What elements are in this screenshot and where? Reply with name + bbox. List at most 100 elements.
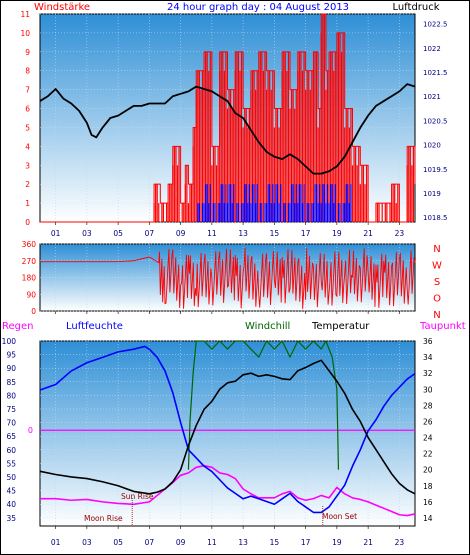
- panel-3-right-tick-label: 34: [423, 353, 433, 362]
- panel-1-right-tick-label: 1019.5: [423, 166, 448, 174]
- panel-3-x-tick-label: 23: [395, 538, 405, 547]
- panel-3-left-tick-label: 95: [6, 351, 16, 360]
- windchill-line: [187, 340, 340, 470]
- panel-1-left-tick-label: 4: [25, 142, 30, 151]
- dewpoint-line: [40, 464, 416, 517]
- panel-3-right-tick-label: 28: [423, 401, 433, 410]
- panel-3-humidity-label: Luftfeuchte: [66, 321, 123, 332]
- panel-1-x-tick-label: 17: [301, 229, 311, 238]
- panel-3-left-tick-label: 50: [6, 473, 16, 482]
- wind-direction-line: [40, 247, 416, 309]
- panel-3-right-tick-label: 20: [423, 466, 433, 475]
- panel-3-x-tick-label: 15: [270, 538, 280, 547]
- panel-3-left-tick-label: 45: [6, 487, 16, 496]
- compass-label-n: N: [433, 310, 440, 321]
- panel-1-left-label: Windstärke: [34, 2, 90, 13]
- panel-3-left-tick-label: 70: [6, 419, 16, 428]
- panel-3-x-tick-label: 11: [207, 538, 217, 547]
- panel-1-x-tick-label: 21: [363, 229, 373, 238]
- panel-2-left-tick-label: 360: [22, 240, 37, 249]
- panel-3-left-tick-label: 85: [6, 378, 16, 387]
- temperature-line: [39, 359, 416, 495]
- compass-label-o: O: [433, 294, 441, 305]
- panel-3-left-tick-label: 80: [6, 391, 16, 400]
- panel-3-x-tick-label: 19: [332, 538, 342, 547]
- humidity-line: [39, 345, 416, 514]
- panel-3-left-tick-label: 100: [2, 337, 17, 346]
- panel-3-rain-label: Regen: [2, 321, 34, 332]
- panel-1-x-tick-label: 05: [113, 229, 123, 238]
- panel-1-left-tick-label: 7: [25, 86, 30, 95]
- panel-1-left-tick-label: 0: [25, 218, 30, 227]
- panel-3-right-tick-label: 32: [423, 369, 433, 378]
- panel-1-right-tick-label: 1021.5: [423, 69, 448, 77]
- compass-label-w: W: [432, 261, 442, 272]
- panel-2-left-tick-label: 0: [31, 307, 36, 316]
- panel-3-left-tick-label: 65: [6, 432, 16, 441]
- panel-2-left-tick-label: 90: [26, 290, 36, 299]
- panel-1-x-tick-label: 11: [207, 229, 217, 238]
- panel-1-x-tick-label: 23: [395, 229, 405, 238]
- panel-3-left-tick-label: 55: [6, 459, 16, 468]
- panel-1-right-tick-label: 1021: [423, 93, 441, 101]
- panel-3-right-tick-label: 36: [423, 337, 433, 346]
- panel-3-windchill-label: Windchill: [245, 321, 290, 332]
- panel-1-left-tick-label: 5: [25, 123, 30, 132]
- sun-rise-label: Sun Rise: [121, 492, 154, 501]
- moon-rise-label: Moon Rise: [84, 514, 123, 523]
- panel-1-right-tick-label: 1018.5: [423, 214, 448, 222]
- panel-3-left-tick-label: 75: [6, 405, 16, 414]
- panel-1-x-tick-label: 01: [51, 229, 61, 238]
- rain-zero-label: 0: [28, 426, 33, 435]
- panel-3-x-tick-label: 17: [301, 538, 311, 547]
- panel-3-x-tick-label: 05: [113, 538, 123, 547]
- panel-1-right-label: Luftdruck: [392, 2, 439, 13]
- panel-3-right-tick-label: 16: [423, 498, 433, 507]
- panel-3-x-tick-label: 01: [51, 538, 61, 547]
- panel-3-x-tick-label: 07: [145, 538, 155, 547]
- panel-1-left-tick-label: 2: [25, 180, 30, 189]
- panel-3-x-tick-label: 03: [82, 538, 92, 547]
- panel-1-left-tick-label: 6: [25, 105, 30, 114]
- panel-3-right-tick-label: 24: [423, 434, 433, 443]
- panel-1-right-tick-label: 1022: [423, 45, 441, 53]
- panel-1-left-tick-label: 3: [25, 161, 30, 170]
- panel-3-right-tick-label: 26: [423, 417, 433, 426]
- chart-title: 24 hour graph day : 04 August 2013: [167, 2, 349, 13]
- panel-3-right-tick-label: 14: [423, 514, 433, 523]
- panel-3-temperature-label: Temperatur: [311, 321, 370, 332]
- panel-1-right-tick-label: 1022.5: [423, 21, 448, 29]
- compass-label-n: N: [433, 244, 440, 255]
- panel-1-right-tick-label: 1019: [423, 190, 441, 198]
- panel-1-x-tick-label: 07: [145, 229, 155, 238]
- panel-3-x-tick-label: 09: [176, 538, 186, 547]
- panel-1-x-tick-label: 13: [238, 229, 248, 238]
- panel-2-left-tick-label: 270: [22, 257, 37, 266]
- compass-label-s: S: [434, 277, 440, 288]
- panel-3-right-tick-label: 18: [423, 482, 433, 491]
- panel-3-left-tick-label: 90: [6, 364, 16, 373]
- panel-1-x-tick-label: 03: [82, 229, 92, 238]
- panel-1-left-tick-label: 9: [25, 48, 30, 57]
- panel-1-left-tick-label: 8: [25, 67, 30, 76]
- panel-1-right-tick-label: 1020.5: [423, 117, 448, 125]
- panel-3-x-tick-label: 13: [238, 538, 248, 547]
- panel-2-left-tick-label: 180: [22, 274, 37, 283]
- moon-set-label: Moon Set: [322, 512, 357, 521]
- panel-3-right-tick-label: 30: [423, 385, 433, 394]
- panel-3-x-tick-label: 21: [363, 538, 373, 547]
- panel-1-right-tick-label: 1020: [423, 142, 441, 150]
- panel-3-left-tick-label: 40: [6, 500, 16, 509]
- panel-3-left-tick-label: 60: [6, 446, 16, 455]
- panel-1-x-tick-label: 15: [270, 229, 280, 238]
- panel-3-right-tick-label: 22: [423, 450, 433, 459]
- panel-1-left-tick-label: 1: [25, 199, 30, 208]
- panel-1-x-tick-label: 09: [176, 229, 186, 238]
- panel-3-plot-area: [39, 340, 416, 527]
- panel-1-x-tick-label: 19: [332, 229, 342, 238]
- panel-3-left-tick-label: 35: [6, 514, 16, 523]
- panel-1-left-tick-label: 11: [20, 10, 30, 19]
- panel-1-left-tick-label: 10: [20, 29, 30, 38]
